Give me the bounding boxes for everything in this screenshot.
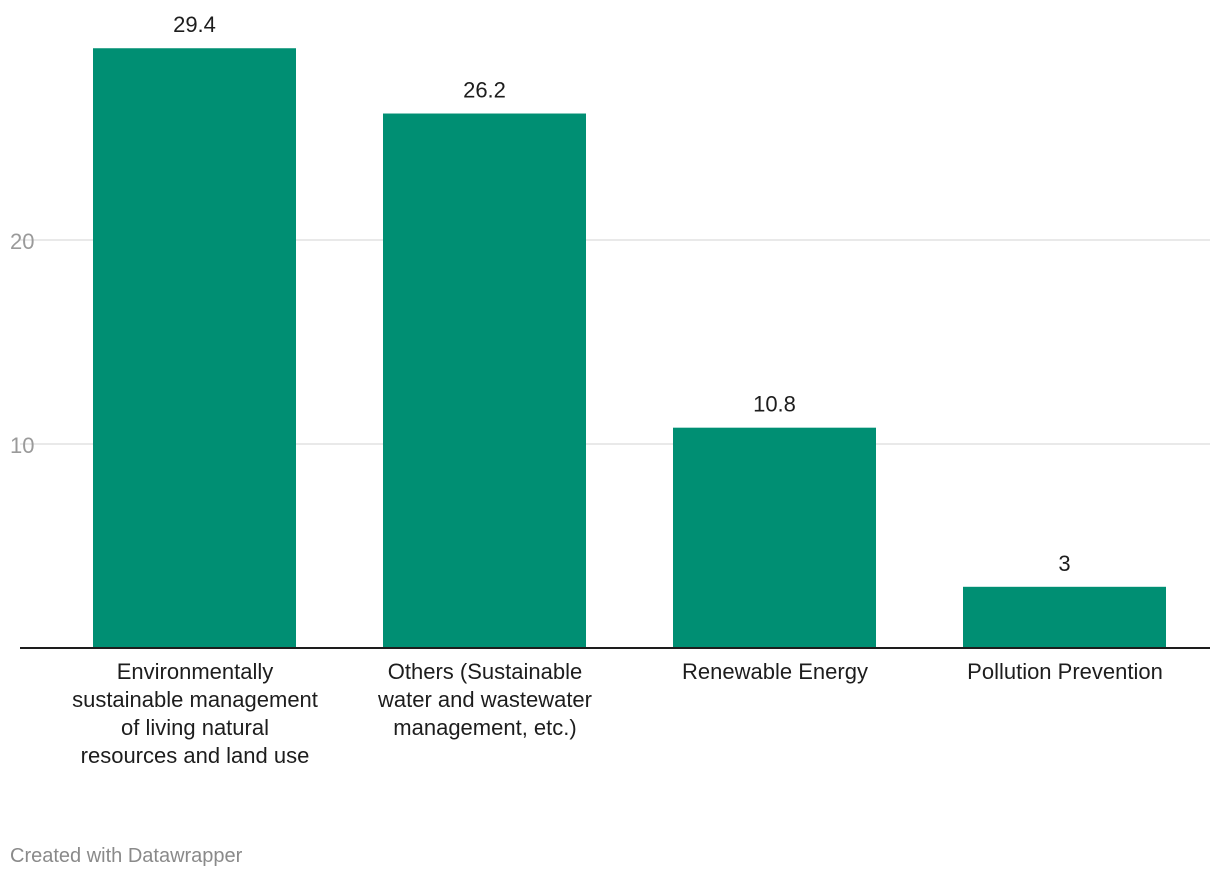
bars — [93, 48, 1166, 649]
category-label: Renewable Energy — [682, 659, 868, 684]
bar-value-label: 10.8 — [753, 392, 796, 417]
bar — [93, 48, 296, 649]
bar — [963, 586, 1166, 648]
bar — [383, 113, 586, 648]
y-tick-label: 10 — [10, 433, 34, 458]
bar-value-label: 26.2 — [463, 78, 506, 103]
category-label: Environmentally sustainable management o… — [72, 659, 318, 768]
bar — [673, 427, 876, 648]
y-tick-label: 20 — [10, 229, 34, 254]
category-label: Others (Sustainable water and wastewater… — [378, 659, 592, 740]
category-label: Pollution Prevention — [967, 659, 1163, 684]
value-labels: 29.4 26.2 10.8 3 — [173, 12, 1071, 576]
footer-credit: Created with Datawrapper — [10, 845, 243, 867]
bar-value-label: 29.4 — [173, 12, 216, 37]
bar-value-label: 3 — [1058, 551, 1070, 576]
